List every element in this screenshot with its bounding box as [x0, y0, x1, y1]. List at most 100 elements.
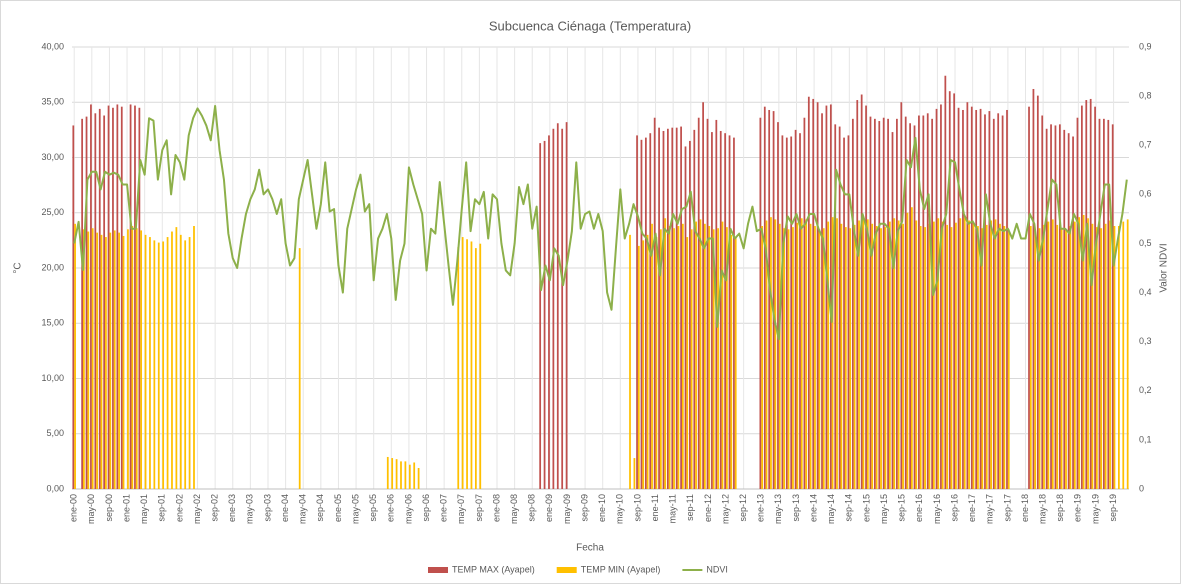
x-tick-label: may-03: [245, 494, 255, 524]
bar: [131, 226, 134, 489]
bar: [1126, 219, 1129, 489]
bar: [840, 223, 843, 490]
bar: [926, 113, 929, 490]
bar: [873, 118, 876, 489]
y2-axis-title: Valor NDVI: [1159, 243, 1170, 292]
bar: [988, 111, 991, 489]
bar: [103, 115, 106, 489]
bar: [906, 212, 909, 489]
x-tick-label: sep-19: [1108, 494, 1118, 522]
bar: [865, 105, 867, 489]
bar: [981, 228, 984, 489]
bar: [91, 228, 94, 489]
bar: [470, 241, 473, 489]
bar: [941, 221, 944, 489]
bar: [794, 129, 797, 489]
legend-label: TEMP MIN (Ayapel): [581, 564, 661, 574]
x-tick-label: ene-18: [1020, 494, 1030, 522]
bar: [113, 230, 116, 489]
bar: [875, 226, 878, 489]
x-tick-label: ene-19: [1073, 494, 1083, 522]
bar: [825, 105, 828, 489]
bar: [184, 240, 187, 489]
bar: [768, 109, 771, 490]
bar: [85, 116, 88, 490]
bar: [959, 218, 962, 489]
bar: [90, 104, 92, 490]
bar: [822, 228, 825, 489]
x-tick-label: ene-04: [280, 494, 290, 522]
bar: [1067, 133, 1070, 489]
x-tick-label: ene-15: [861, 494, 871, 522]
x-tick-label: may-08: [509, 494, 519, 524]
x-tick-label: sep-16: [949, 494, 959, 522]
bar: [1006, 109, 1008, 490]
bar: [711, 132, 713, 489]
bar: [680, 126, 682, 489]
x-tick-label: may-13: [773, 494, 783, 524]
bar: [127, 229, 129, 489]
y2-tick-label: 0,4: [1139, 287, 1152, 297]
bar: [734, 237, 737, 489]
x-tick-label: sep-14: [844, 494, 854, 522]
bar: [761, 226, 764, 489]
bar: [777, 122, 779, 489]
bar: [684, 146, 687, 489]
bar: [902, 223, 904, 490]
x-tick-label: ene-12: [703, 494, 713, 522]
bar: [466, 239, 468, 489]
bar: [1051, 219, 1054, 489]
x-tick-label: may-00: [86, 494, 96, 524]
bar: [695, 221, 697, 489]
bar: [1072, 136, 1074, 489]
x-tick-label: ene-02: [174, 494, 184, 522]
bar: [703, 223, 706, 490]
bar: [1058, 124, 1061, 489]
x-tick-label: may-12: [720, 494, 730, 524]
bar: [931, 118, 934, 489]
bar: [997, 113, 1000, 490]
x-tick-label: may-10: [615, 494, 625, 524]
bar: [94, 113, 97, 490]
bar: [790, 136, 793, 489]
legend-swatch: [556, 567, 577, 573]
bar: [693, 129, 696, 489]
bar: [644, 137, 647, 490]
bar: [457, 247, 460, 489]
x-tick-label: sep-12: [738, 494, 748, 522]
bar: [556, 123, 559, 490]
bar: [821, 113, 823, 490]
bar: [803, 117, 806, 489]
bar: [1038, 228, 1041, 489]
bar: [1028, 106, 1030, 490]
bar: [866, 219, 869, 489]
bar: [878, 121, 881, 489]
bar: [649, 133, 652, 489]
x-axis-title: Fecha: [576, 543, 604, 554]
bar: [838, 126, 841, 489]
x-tick-label: sep-05: [368, 494, 378, 522]
y2-tick-label: 0,9: [1139, 41, 1152, 51]
bar: [957, 107, 960, 490]
bar: [689, 140, 691, 490]
legend-label: TEMP MAX (Ayapel): [452, 564, 535, 574]
bar: [955, 222, 957, 489]
bar: [149, 237, 151, 489]
bar: [915, 220, 918, 490]
x-tick-label: may-09: [562, 494, 572, 524]
x-tick-label: may-19: [1090, 494, 1100, 524]
x-tick-label: ene-17: [967, 494, 977, 522]
bar: [1095, 227, 1098, 490]
bar: [882, 117, 885, 489]
bar: [667, 128, 669, 489]
bar: [629, 234, 631, 489]
bar: [799, 133, 801, 489]
bar: [924, 227, 926, 490]
bar: [765, 220, 768, 490]
x-tick-label: may-15: [879, 494, 889, 524]
bar: [946, 224, 948, 489]
bar: [918, 115, 920, 489]
bar: [948, 91, 951, 489]
x-tick-label: ene-06: [386, 494, 396, 522]
bar: [884, 227, 887, 490]
